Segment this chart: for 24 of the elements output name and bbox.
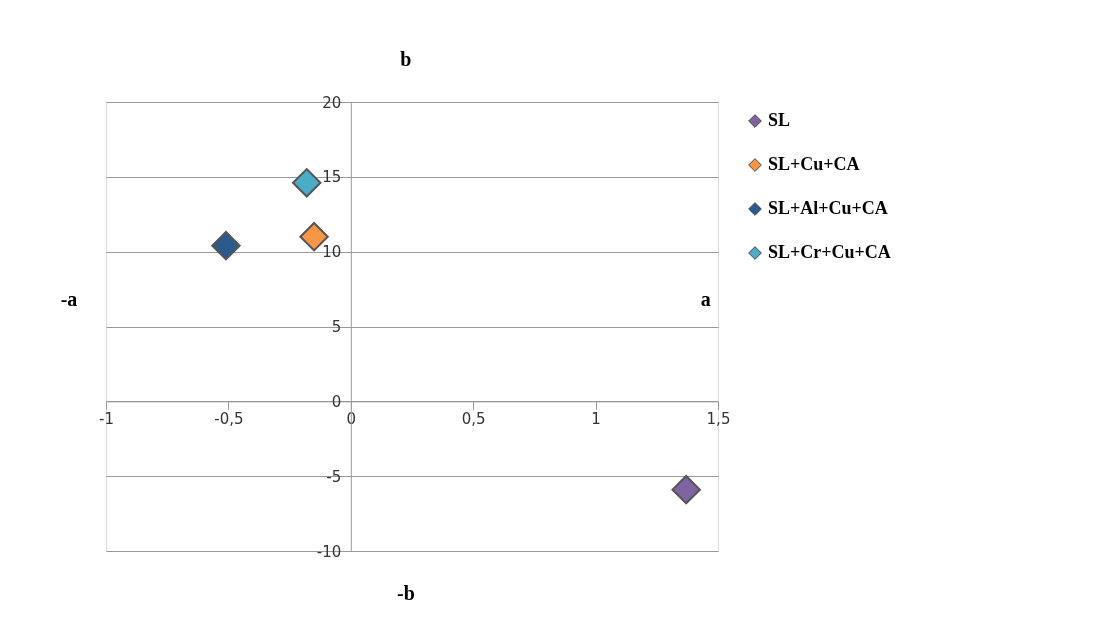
y-tick-label: -10 (316, 542, 342, 561)
y-tick-label: 20 (322, 93, 342, 112)
text: -a (60, 287, 78, 310)
annotation: a (700, 287, 711, 310)
y-tick-label: 10 (322, 243, 342, 262)
x-tick-label: -0,5 (214, 409, 244, 428)
legend-label: SL+Cu+CA (768, 154, 860, 174)
x-tick-label: -1 (99, 409, 114, 428)
point (671, 474, 701, 505)
legend-label: SL+Cr+Cu+CA (768, 242, 891, 262)
x-tick-label: 1,5 (706, 409, 731, 428)
y-tick-label: 15 (322, 168, 342, 187)
x-tick-label: 1 (591, 409, 601, 428)
legend-label: SL (768, 110, 791, 130)
y-tick-label: -5 (326, 467, 342, 486)
text: -b (396, 582, 415, 604)
text: b (400, 48, 412, 70)
x-tick-label: 0,5 (461, 409, 486, 428)
point (211, 230, 241, 261)
point (292, 168, 322, 198)
y-tick-label: 0 (331, 392, 342, 411)
legend-label: SL+Al+Cu+CA (768, 198, 888, 218)
x-tick-label: 0 (346, 409, 357, 428)
y-tick-label: 5 (331, 318, 342, 336)
